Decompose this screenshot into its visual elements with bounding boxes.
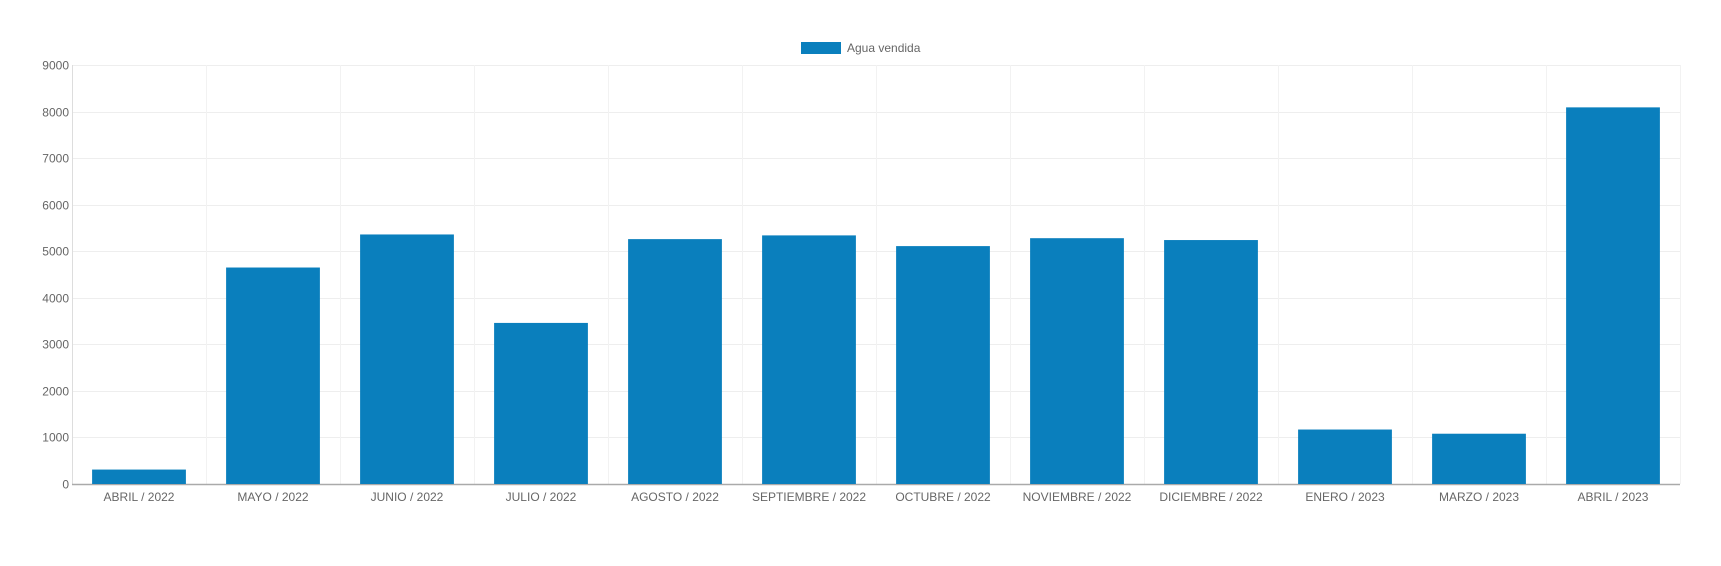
x-tick-label: DICIEMBRE / 2022 xyxy=(1159,490,1263,504)
axes xyxy=(72,65,1680,486)
y-tick-label: 0 xyxy=(62,478,69,492)
x-tick-label: JULIO / 2022 xyxy=(506,490,577,504)
y-tick-label: 2000 xyxy=(42,385,69,399)
bar xyxy=(92,469,186,484)
x-tick-label: AGOSTO / 2022 xyxy=(631,490,719,504)
x-tick-label: ABRIL / 2022 xyxy=(104,490,175,504)
x-tick-label: SEPTIEMBRE / 2022 xyxy=(752,490,866,504)
bar xyxy=(1164,240,1258,484)
x-tick-label: ABRIL / 2023 xyxy=(1578,490,1649,504)
bars xyxy=(92,107,1660,485)
x-tick-label: ENERO / 2023 xyxy=(1305,490,1385,504)
bar xyxy=(762,235,856,484)
bar xyxy=(1298,429,1392,484)
y-tick-label: 6000 xyxy=(42,199,69,213)
bar xyxy=(896,246,990,484)
y-tick-label: 4000 xyxy=(42,292,69,306)
y-tick-label: 1000 xyxy=(42,431,69,445)
bar xyxy=(226,267,320,484)
y-tick-label: 5000 xyxy=(42,245,69,259)
bar xyxy=(1566,107,1660,485)
bar xyxy=(1030,238,1124,484)
bar xyxy=(494,322,588,484)
x-tick-label: NOVIEMBRE / 2022 xyxy=(1023,490,1132,504)
y-tick-label: 3000 xyxy=(42,338,69,352)
legend[interactable]: Agua vendida xyxy=(801,41,921,55)
y-tick-label: 9000 xyxy=(42,59,69,73)
legend-swatch[interactable] xyxy=(801,42,841,54)
bar xyxy=(1432,433,1526,484)
x-tick-label: MARZO / 2023 xyxy=(1439,490,1519,504)
x-tick-label: JUNIO / 2022 xyxy=(371,490,444,504)
legend-label[interactable]: Agua vendida xyxy=(847,41,921,55)
y-tick-labels: 0 1000 2000 3000 4000 5000 6000 7000 8000 9000 xyxy=(42,59,69,492)
bar xyxy=(628,239,722,484)
bar xyxy=(360,234,454,484)
grid xyxy=(72,65,1681,484)
y-tick-label: 8000 xyxy=(42,106,69,120)
x-tick-label: OCTUBRE / 2022 xyxy=(895,490,991,504)
y-tick-label: 7000 xyxy=(42,152,69,166)
x-tick-label: MAYO / 2022 xyxy=(237,490,308,504)
x-tick-labels: ABRIL / 2022 MAYO / 2022 JUNIO / 2022 JULIO… xyxy=(104,490,1649,504)
